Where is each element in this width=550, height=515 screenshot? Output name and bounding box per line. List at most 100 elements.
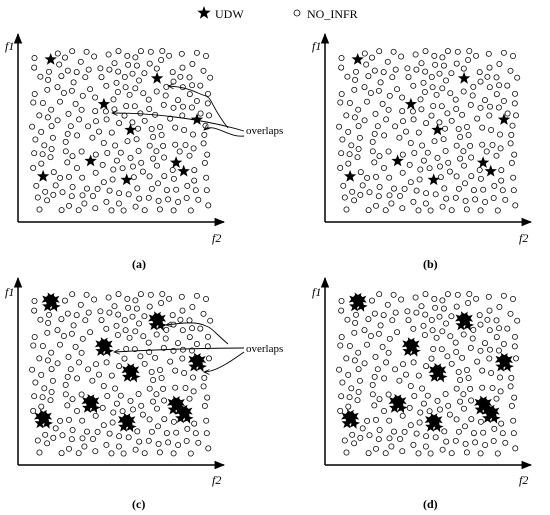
no-infr-point: [62, 391, 69, 398]
no-infr-point: [48, 146, 55, 152]
no-infr-point: [147, 48, 154, 55]
no-infr-point: [504, 82, 511, 89]
legend: UDW NO_INFR: [197, 6, 358, 21]
no-infr-point: [195, 439, 202, 446]
no-infr-point: [112, 385, 119, 392]
no-infr-point: [46, 68, 52, 75]
panel-b-y-label: f1: [312, 39, 321, 53]
no-infr-point: [413, 187, 420, 194]
no-infr-point: [466, 291, 473, 297]
no-infr-point: [487, 103, 493, 110]
no-infr-point: [38, 128, 45, 135]
no-infr-point: [361, 84, 368, 91]
no-infr-point: [454, 48, 461, 55]
no-infr-point: [148, 369, 155, 375]
no-infr-point: [180, 346, 186, 353]
no-infr-point: [65, 110, 72, 117]
no-infr-point: [371, 402, 378, 409]
no-infr-point: [437, 163, 443, 170]
no-infr-point: [146, 173, 153, 180]
udw-star: [129, 371, 141, 383]
no-infr-point: [140, 333, 147, 340]
no-infr-point: [163, 83, 170, 90]
no-infr-point: [399, 448, 406, 455]
no-infr-point: [337, 99, 344, 106]
no-infr-point: [384, 301, 391, 308]
no-infr-point: [381, 132, 388, 139]
no-infr-point: [103, 441, 110, 448]
no-infr-point: [373, 202, 379, 209]
udw-star: [436, 371, 448, 383]
no-infr-point: [59, 432, 66, 439]
udw-star: [148, 319, 160, 331]
no-infr-point: [190, 388, 197, 395]
no-infr-point: [122, 84, 129, 91]
no-infr-point: [351, 357, 358, 364]
udw-star: [484, 164, 497, 177]
no-infr-point: [116, 433, 123, 440]
no-infr-point: [365, 316, 372, 323]
no-infr-point: [346, 394, 353, 401]
no-infr-point: [424, 392, 431, 399]
no-infr-point: [399, 205, 406, 212]
no-infr-point: [337, 164, 344, 171]
no-infr-point: [407, 140, 414, 146]
no-infr-point: [399, 108, 406, 115]
no-infr-point: [349, 431, 356, 438]
no-infr-point: [31, 393, 38, 400]
no-infr-point: [73, 312, 80, 319]
no-infr-point: [141, 70, 148, 77]
no-infr-point: [482, 199, 489, 205]
no-infr-point: [376, 396, 383, 403]
no-infr-point: [147, 291, 154, 298]
no-infr-point: [345, 160, 352, 167]
no-infr-point: [137, 291, 144, 298]
no-infr-point: [510, 430, 517, 437]
no-infr-point: [410, 198, 417, 205]
no-infr-point: [133, 136, 140, 143]
no-infr-point: [396, 134, 403, 141]
no-infr-point: [427, 207, 434, 214]
no-infr-point: [466, 48, 473, 54]
udw-star: [125, 421, 137, 433]
no-infr-point: [351, 114, 358, 121]
no-infr-point: [383, 359, 390, 366]
no-infr-point: [121, 355, 128, 362]
panel-a-overlap-annotation: overlaps: [112, 86, 283, 137]
no-infr-point: [427, 450, 434, 457]
no-infr-point: [188, 104, 195, 111]
no-infr-point: [386, 92, 393, 99]
no-infr-point: [38, 160, 45, 167]
no-infr-point: [187, 450, 194, 457]
no-infr-point: [512, 445, 519, 452]
no-infr-point: [103, 82, 110, 89]
no-infr-point: [482, 97, 488, 104]
no-infr-point: [140, 90, 147, 97]
no-infr-point: [169, 69, 176, 76]
no-infr-point: [467, 385, 474, 392]
no-infr-point: [375, 436, 382, 443]
no-infr-point: [78, 106, 85, 113]
no-infr-point: [119, 408, 126, 415]
no-infr-point: [67, 366, 74, 373]
no-infr-point: [69, 396, 76, 403]
no-infr-point: [455, 126, 462, 132]
no-infr-point: [73, 69, 80, 76]
no-infr-point: [189, 304, 196, 310]
udw-star: [476, 156, 490, 168]
no-infr-point: [422, 291, 429, 298]
no-infr-point: [405, 317, 412, 324]
no-infr-point: [32, 379, 39, 386]
no-infr-point: [403, 371, 409, 378]
no-infr-point: [415, 207, 422, 214]
no-infr-point: [203, 174, 210, 181]
udw-star: [167, 397, 179, 409]
no-infr-point: [48, 106, 55, 113]
no-infr-point: [409, 108, 416, 115]
no-infr-point: [346, 343, 353, 349]
no-infr-point: [62, 54, 68, 61]
no-infr-point: [103, 198, 110, 205]
no-infr-point: [78, 349, 85, 356]
no-infr-point: [125, 434, 132, 441]
